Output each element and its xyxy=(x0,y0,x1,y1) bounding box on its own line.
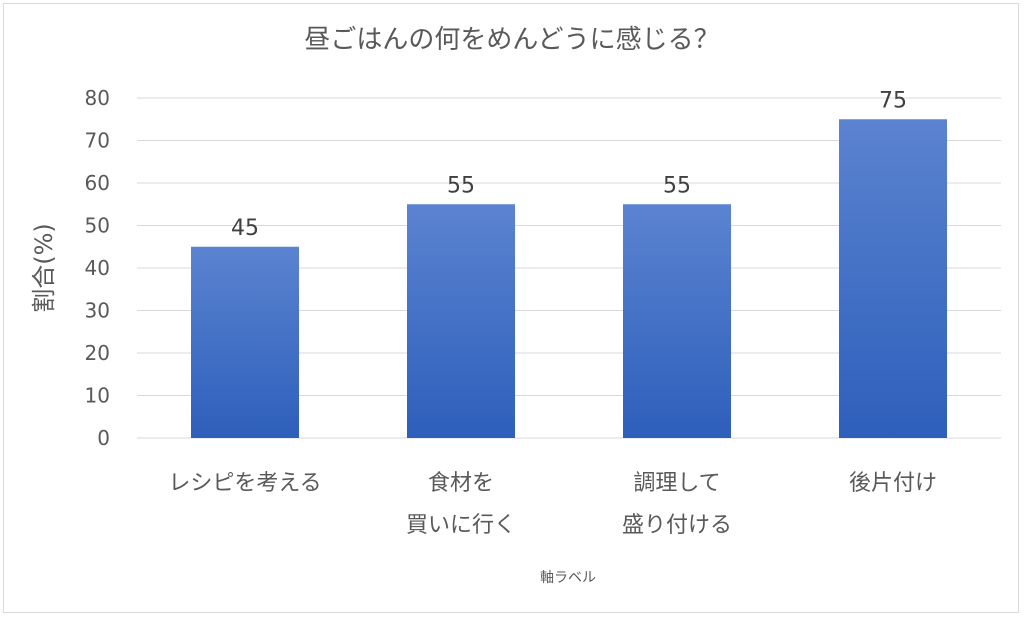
x-axis-label: 軸ラベル xyxy=(540,570,596,586)
y-tick-label: 40 xyxy=(85,256,110,280)
data-label: 75 xyxy=(879,88,907,113)
bar xyxy=(839,119,947,438)
bar xyxy=(407,204,515,438)
x-tick-label: レシピを考える xyxy=(168,471,321,496)
y-axis-label: 割合(%) xyxy=(30,223,58,313)
y-tick-label: 0 xyxy=(97,426,110,450)
y-tick-label: 10 xyxy=(85,384,110,408)
y-tick-label: 50 xyxy=(85,214,110,238)
data-label: 55 xyxy=(447,173,475,198)
chart-title: 昼ごはんの何をめんどうに感じる？ xyxy=(304,25,719,55)
x-tick-label: 食材を xyxy=(428,471,494,496)
data-label: 45 xyxy=(231,216,259,241)
y-tick-label: 30 xyxy=(85,299,110,323)
y-tick-label: 70 xyxy=(85,129,110,153)
y-tick-label: 80 xyxy=(85,86,110,110)
bar xyxy=(623,204,731,438)
bars xyxy=(191,119,947,438)
data-label: 55 xyxy=(663,173,691,198)
x-tick-label: 調理して xyxy=(633,471,720,496)
y-axis-ticks: 0 10 20 30 40 50 60 70 80 xyxy=(85,86,110,450)
y-tick-label: 60 xyxy=(85,171,110,195)
y-tick-label: 20 xyxy=(85,341,110,365)
x-tick-label: 後片付け xyxy=(849,471,937,496)
bar xyxy=(191,246,299,438)
x-tick-label: 買いに行く xyxy=(406,513,516,538)
value-labels: 45 55 55 75 xyxy=(231,88,907,241)
x-tick-label: 盛り付ける xyxy=(622,513,732,538)
